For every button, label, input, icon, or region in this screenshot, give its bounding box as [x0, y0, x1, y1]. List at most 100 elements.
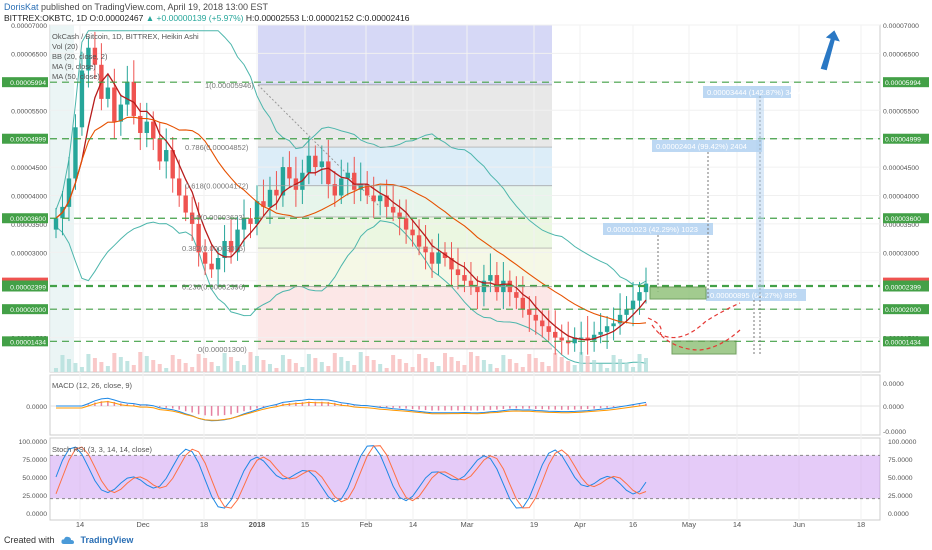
volume-bar — [533, 358, 538, 372]
legend-bb[interactable]: BB (20, close, 2) — [52, 52, 108, 61]
volume-bar — [254, 356, 259, 372]
candle-body — [125, 81, 130, 105]
volume-bar — [475, 356, 480, 372]
candle-body — [222, 240, 227, 259]
price-axis-label: 0.00003000 — [883, 250, 919, 257]
candle-body — [53, 218, 59, 230]
candle-body — [514, 292, 519, 298]
candle-body — [228, 240, 234, 253]
stoch-axis-label: 0.0000 — [888, 511, 909, 518]
price-axis-label: 0.00005500 — [11, 108, 47, 115]
candle-body — [196, 223, 201, 253]
candle-body — [598, 331, 603, 335]
fib-zone-top — [258, 25, 552, 85]
macd-axis-label: 0.0000 — [26, 404, 47, 411]
price-axis[interactable]: 0.00007000 0.00007000 0.00006500 0.00006500… — [2, 23, 929, 518]
time-axis-label: Apr — [574, 520, 586, 529]
volume-bar — [300, 367, 305, 372]
author-link[interactable]: DorisKat — [4, 2, 39, 12]
volume-bar — [151, 360, 156, 372]
price-axis-label: 0.00001434 — [885, 339, 921, 346]
candle-body — [403, 218, 409, 230]
legend-vol[interactable]: Vol (20) — [52, 42, 78, 51]
price-axis-label: 0.00006500 — [883, 51, 919, 58]
candle-body — [267, 189, 273, 207]
candle-body — [377, 195, 383, 202]
volume-bar — [611, 355, 616, 372]
candle-body — [170, 150, 175, 179]
close-value: C:0.00002416 — [356, 13, 410, 23]
volume-bar — [118, 357, 123, 372]
fib-label: 0.786(0.00004852) — [185, 143, 249, 152]
macd-legend[interactable]: MACD (12, 26, close, 9) — [52, 381, 133, 390]
volume-bar — [559, 357, 564, 372]
time-axis-label: May — [682, 520, 696, 529]
macd-pane-frame — [49, 374, 881, 436]
stoch-axis-label: 25.0000 — [888, 493, 913, 500]
price-label-bg — [2, 281, 48, 292]
macd-signal-line — [56, 401, 647, 421]
legend-ma9[interactable]: MA (9, close) — [52, 62, 96, 71]
candle-body — [617, 314, 623, 324]
candle-body — [131, 81, 137, 116]
candle-body — [520, 297, 526, 310]
candle-body — [365, 184, 370, 196]
symbol-label[interactable]: BITTREX:OKBTC, 1D — [4, 13, 88, 23]
legend-title[interactable]: OkCash / Bitcoin, 1D, BITTREX, Heikin As… — [52, 32, 199, 41]
volume-bar — [397, 359, 402, 372]
volume-bar — [92, 358, 97, 372]
volume-bar — [592, 360, 597, 372]
macd-pane — [50, 397, 880, 422]
price-label-bg — [2, 133, 48, 144]
volume-bars — [54, 352, 648, 372]
fib-zone — [258, 84, 552, 148]
publish-text: published on TradingView.com, April 19, … — [41, 2, 269, 12]
candle-body — [410, 229, 415, 236]
volume-bar — [345, 361, 350, 372]
volume-bar — [481, 360, 486, 372]
tradingview-brand[interactable]: TradingView — [80, 535, 134, 545]
candle-body — [248, 218, 253, 224]
candle-body — [436, 252, 441, 264]
volume-bar — [585, 356, 590, 372]
low-value: L:0.00002152 — [301, 13, 354, 23]
time-axis[interactable]: 14 Dec 18 2018 15 Feb 14 Mar 19 Apr 16 May 14 Jun 18 — [76, 520, 865, 529]
volume-bar — [274, 368, 279, 372]
candle-body — [280, 167, 286, 196]
candle-body — [553, 331, 558, 338]
stoch-axis-label: 100.0000 — [19, 439, 48, 446]
candle-body — [390, 206, 396, 213]
candle-body — [209, 263, 214, 270]
projection-drawings — [647, 286, 741, 355]
volume-bar — [494, 368, 499, 372]
stoch-legend[interactable]: Stoch RSI (3, 3, 14, 14, close) — [52, 445, 153, 454]
time-axis-label: 14 — [733, 520, 741, 529]
volume-bar — [365, 356, 370, 372]
target-labels: 0.00003444 (142.87%) 3444 0.00002404 (99.… — [603, 86, 806, 356]
volume-bar — [631, 367, 636, 372]
price-axis-label: 0.00004999 — [885, 137, 921, 144]
candle-body — [86, 47, 91, 71]
candle-body — [630, 300, 636, 310]
price-axis-label: 0.00002000 — [10, 307, 46, 314]
projection-path-upper — [647, 302, 741, 339]
volume-bar — [449, 357, 454, 372]
candle-body — [274, 189, 279, 196]
candle-body — [578, 337, 584, 339]
candles[interactable] — [53, 31, 649, 355]
target-box — [603, 223, 713, 235]
volume-bar — [60, 355, 65, 372]
fibonacci-labels: 1(0.00005946) 0.786(0.00004852) 0.618(0.00… — [182, 81, 552, 354]
price-label-bg — [883, 281, 929, 292]
fib-label: 0.382(0.00003075) — [182, 244, 246, 253]
legend-ma50[interactable]: MA (50, close) — [52, 72, 100, 81]
stoch-axis-label: 100.0000 — [888, 439, 917, 446]
candle-body — [488, 275, 493, 281]
candle-body — [416, 235, 422, 247]
volume-bar — [280, 355, 285, 372]
candle-body — [189, 212, 195, 224]
volume-bar — [125, 361, 130, 372]
candle-body — [151, 121, 156, 139]
volume-bar — [267, 364, 272, 372]
